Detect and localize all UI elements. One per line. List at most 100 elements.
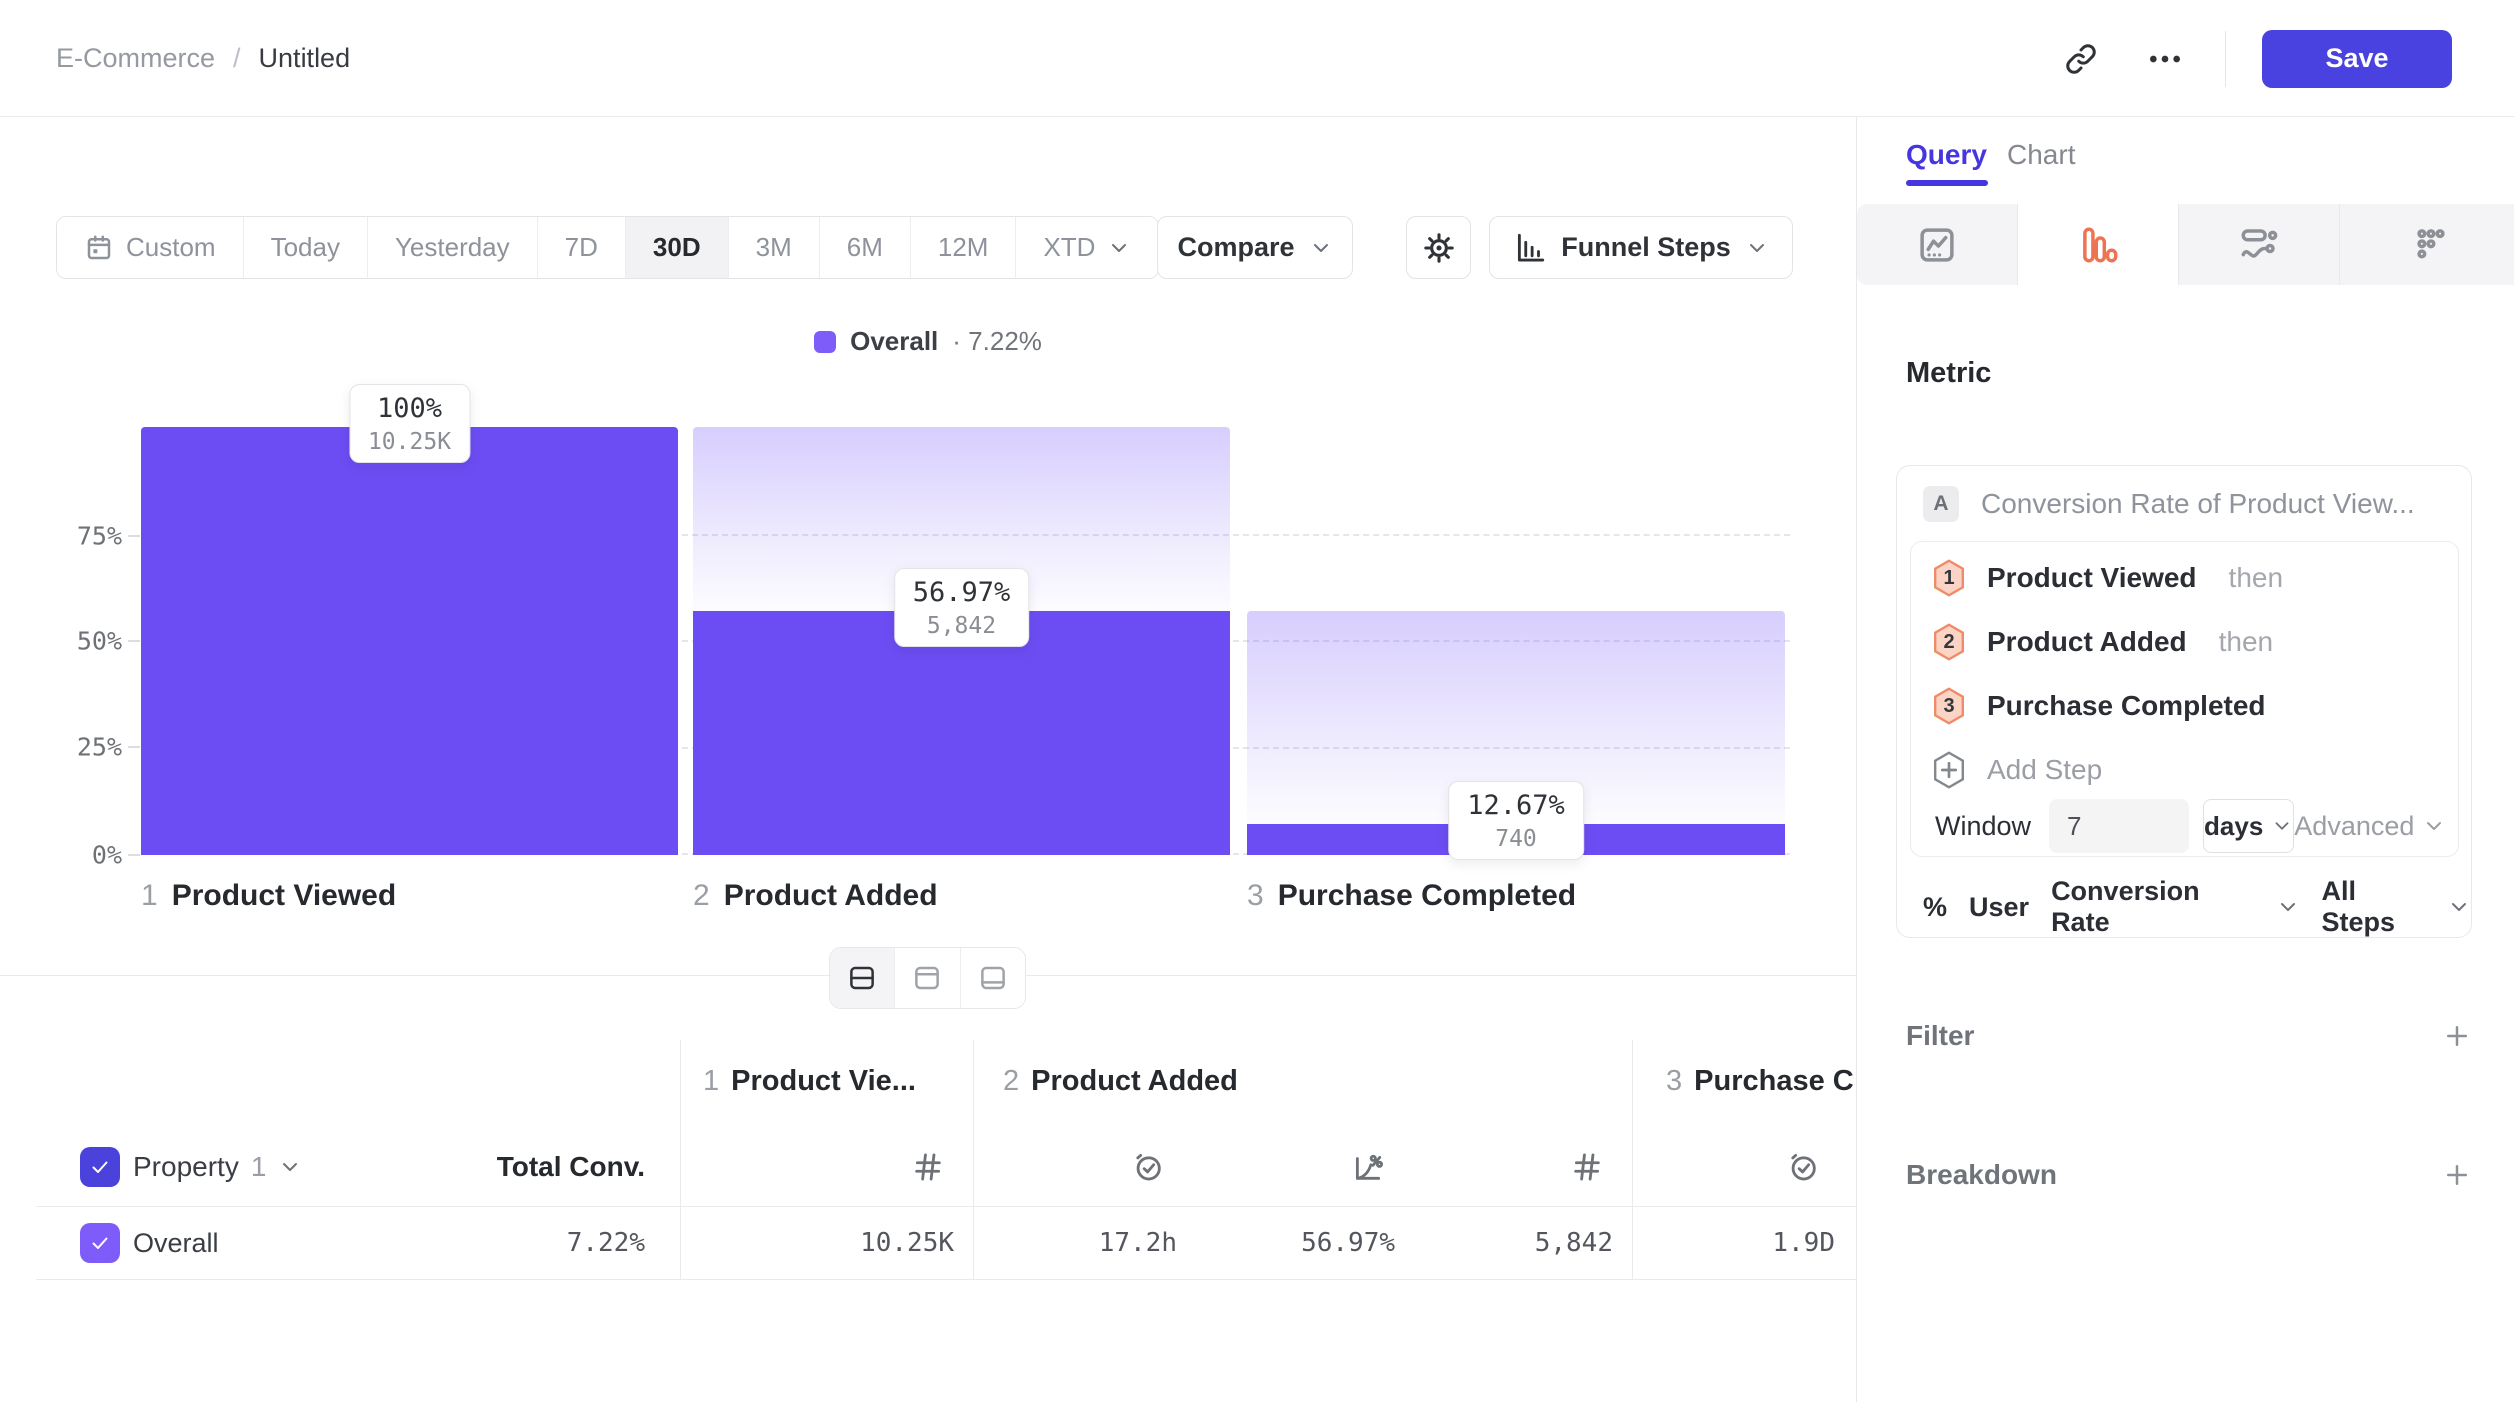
y-tick-75: 75%: [76, 521, 122, 551]
funnel-bar-product-viewed[interactable]: 100% 10.25K: [141, 384, 678, 855]
range-label: 12M: [937, 232, 989, 262]
advanced-toggle[interactable]: Advanced: [2294, 811, 2446, 842]
funnel-bar-purchase-completed[interactable]: 12.67% 740: [1247, 427, 1785, 861]
range-today-button[interactable]: Today: [243, 217, 368, 278]
step-row-2[interactable]: 2 Product Added then: [1931, 622, 2273, 662]
query-sidebar: Query Chart: [1856, 117, 2514, 1402]
step-count: 10.25K: [367, 429, 452, 455]
funnel-bars-icon: [1513, 231, 1547, 265]
step-event-name: Product Added: [1987, 626, 2187, 657]
filter-label: Filter: [1906, 1020, 1975, 1051]
y-tickmark: [128, 640, 140, 642]
legend-percent: 7.22%: [968, 326, 1042, 356]
add-step-button[interactable]: Add Step: [1931, 750, 2102, 790]
cell-step3-time: 1.9D: [1772, 1228, 1835, 1258]
gear-icon: [1422, 231, 1456, 265]
property-dropdown[interactable]: Property 1: [133, 1147, 302, 1187]
table-header-border: [36, 1206, 1856, 1207]
table-column-border: [1632, 1040, 1633, 1279]
chevron-down-icon: [2271, 815, 2293, 837]
measured-as-row: % User Conversion Rate All Steps: [1923, 876, 2471, 937]
measure-entity[interactable]: User: [1969, 891, 2030, 922]
metric-label-row[interactable]: A Conversion Rate of Product View...: [1923, 486, 2415, 522]
step-index: 1: [141, 879, 158, 912]
step-conversion-rate: 100%: [376, 393, 443, 424]
funnel-bar-solid: [141, 427, 678, 855]
link-icon: [2063, 41, 2099, 77]
topbar-actions: Save: [2057, 0, 2452, 117]
breadcrumb-section[interactable]: E-Commerce: [56, 43, 216, 73]
conversion-rate-chart-icon: [1193, 1150, 1385, 1184]
range-30d-button[interactable]: 30D: [625, 217, 729, 278]
tab-query[interactable]: Query: [1906, 139, 1987, 170]
select-all-checkbox[interactable]: [80, 1147, 120, 1187]
chevron-down-icon: [1107, 236, 1131, 260]
top-bar: E-Commerce / Untitled Save: [0, 0, 2514, 117]
legend-series: Overall: [850, 326, 939, 356]
step-name: Product Added: [723, 879, 938, 912]
share-link-button[interactable]: [2057, 35, 2105, 83]
cell-step2-time: 17.2h: [1098, 1228, 1177, 1258]
range-label: XTD: [1043, 232, 1096, 262]
active-tab-underline: [1906, 180, 1988, 186]
compare-button[interactable]: Compare: [1157, 216, 1353, 279]
range-xtd-button[interactable]: XTD: [1016, 217, 1159, 278]
breadcrumb-title[interactable]: Untitled: [258, 43, 351, 73]
window-unit-select[interactable]: days: [2203, 799, 2295, 853]
funnel-steps-card: 1 Product Viewed then 2 Product Added th…: [1910, 541, 2459, 857]
check-icon: [88, 1231, 112, 1255]
chevron-down-icon: [2447, 895, 2471, 919]
legend-separator: ·: [952, 326, 961, 356]
x-label-step-3: 3 Purchase Completed: [1247, 879, 1576, 913]
total-conv-header: Total Conv.: [496, 1151, 645, 1182]
step-number: 2: [1943, 630, 1955, 653]
save-button[interactable]: Save: [2262, 29, 2452, 88]
funnel-bar-product-added[interactable]: 56.97% 5,842: [693, 427, 1230, 855]
plus-hexagon-icon: [1931, 750, 1967, 790]
range-yesterday-button[interactable]: Yesterday: [367, 217, 538, 278]
measure-scope-dropdown[interactable]: All Steps: [2322, 876, 2471, 938]
step-row-3[interactable]: 3 Purchase Completed: [1931, 686, 2298, 726]
table-only-view-button[interactable]: [960, 948, 1025, 1008]
add-breakdown-button[interactable]: [2442, 1160, 2472, 1190]
split-view-button[interactable]: [830, 948, 896, 1008]
y-tickmark: [128, 746, 140, 748]
tab-chart[interactable]: Chart: [2007, 139, 2076, 170]
table-colgroup-step-2: 2 Product Added: [1003, 1065, 1238, 1098]
conversion-window-row: Window days Advanced: [1935, 799, 2442, 853]
col-step-index: 3: [1666, 1065, 1683, 1097]
range-custom-button[interactable]: Custom: [57, 217, 244, 278]
range-label: Yesterday: [394, 232, 510, 262]
step-row-1[interactable]: 1 Product Viewed then: [1931, 558, 2283, 598]
window-value-input[interactable]: [2049, 799, 2190, 853]
retention-dots-icon: [2407, 224, 2449, 266]
y-tickmark: [128, 535, 140, 537]
range-7d-button[interactable]: 7D: [537, 217, 626, 278]
chart-legend[interactable]: Overall · 7.22%: [0, 326, 1856, 357]
count-metric-icon: [680, 1150, 945, 1184]
date-range-toolbar: Custom Today Yesterday 7D 30D 3M 6M 12M …: [56, 216, 1793, 279]
row-checkbox[interactable]: [80, 1223, 120, 1263]
range-12m-button[interactable]: 12M: [910, 217, 1017, 278]
measure-metric-dropdown[interactable]: Conversion Rate: [2051, 876, 2299, 938]
chart-type-segmentation[interactable]: [1857, 204, 2018, 285]
calendar-icon: [84, 233, 114, 263]
range-label: 6M: [846, 232, 883, 262]
property-label: Property: [133, 1151, 239, 1182]
range-3m-button[interactable]: 3M: [728, 217, 820, 278]
chart-type-journeys[interactable]: [2179, 204, 2340, 285]
more-menu-button[interactable]: [2141, 35, 2189, 83]
chart-only-view-button[interactable]: [895, 948, 961, 1008]
chart-type-funnel[interactable]: [2018, 204, 2179, 285]
chart-type-retention[interactable]: [2340, 204, 2514, 285]
add-filter-button[interactable]: [2442, 1021, 2472, 1051]
step-connector: then: [2218, 626, 2274, 657]
funnel-step-value-card: 100% 10.25K: [348, 384, 471, 463]
breadcrumb-separator: /: [233, 43, 241, 73]
range-6m-button[interactable]: 6M: [819, 217, 911, 278]
chart-settings-button[interactable]: [1406, 216, 1471, 279]
measure-scope-label: All Steps: [2321, 876, 2396, 937]
step-name: Purchase Completed: [1277, 879, 1577, 912]
table-row-name: Overall: [133, 1227, 219, 1258]
funnel-steps-view-button[interactable]: Funnel Steps: [1489, 216, 1793, 279]
